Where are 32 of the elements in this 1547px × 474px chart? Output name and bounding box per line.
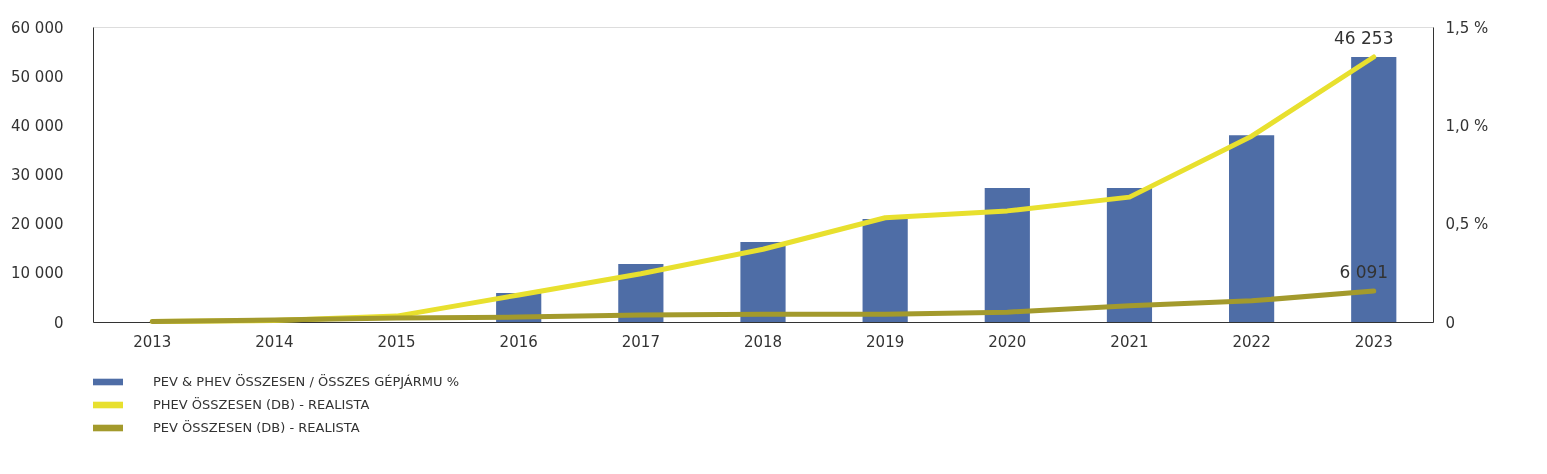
annotation: 6 091: [1339, 262, 1389, 283]
y-tick-label: 60 000: [11, 18, 64, 37]
x-tick-label: 2013: [133, 332, 172, 351]
y2-tick-label: 1,5 %: [1445, 18, 1489, 37]
x-tick-label: 2016: [499, 332, 538, 351]
y2-tick-label: 0: [1445, 313, 1456, 332]
x-tick-label: 2019: [866, 332, 905, 351]
x-tick-label: 2023: [1354, 332, 1393, 351]
y-tick-label: 40 000: [11, 116, 64, 135]
legend-label: PEV ÖSSZESEN (DB) - REALISTA: [153, 419, 360, 435]
bar: [862, 218, 908, 322]
x-tick-label: 2022: [1232, 332, 1271, 351]
bar: [984, 188, 1030, 322]
y2-tick-label: 0,5 %: [1445, 215, 1489, 234]
bar: [1351, 57, 1397, 322]
legend-label: PEV & PHEV ÖSSZESEN / ÖSSZES GÉPJÁRMU %: [153, 373, 460, 389]
x-tick-label: 2018: [743, 332, 783, 351]
y-tick-label: 10 000: [11, 264, 64, 283]
y-tick-label: 30 000: [11, 166, 64, 184]
y-tick-label: 0: [53, 313, 64, 332]
legend-label: PHEV ÖSSZESEN (DB) - REALISTA: [153, 396, 370, 412]
x-tick-label: 2020: [988, 332, 1027, 351]
y2-tick-label: 1,0 %: [1445, 116, 1489, 135]
bar: [1229, 135, 1275, 322]
y-tick-label: 20 000: [11, 215, 64, 234]
x-tick-label: 2021: [1110, 332, 1149, 351]
annotation: 46 253: [1334, 27, 1394, 48]
bar: [1106, 188, 1153, 322]
x-tick-label: 2015: [377, 332, 416, 351]
x-tick-label: 2017: [621, 332, 660, 351]
y-tick-label: 50 000: [11, 67, 64, 86]
x-tick-label: 2014: [255, 332, 294, 351]
